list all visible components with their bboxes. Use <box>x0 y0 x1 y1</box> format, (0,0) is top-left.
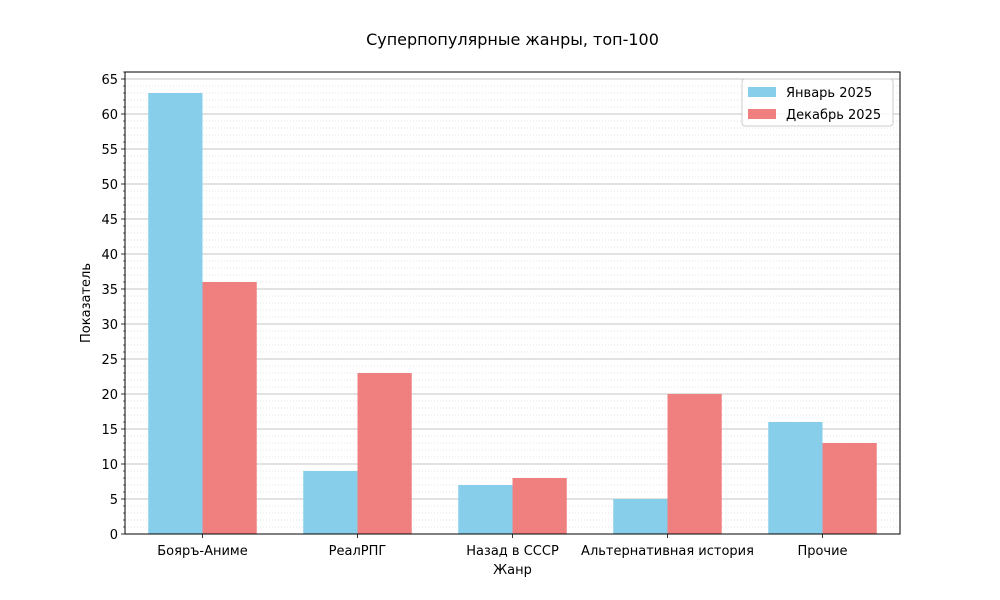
y-tick-label: 30 <box>101 318 118 333</box>
x-tick-label: Прочие <box>797 544 847 559</box>
bars <box>148 93 877 534</box>
axis-ticks: 0 5 10 15 20 25 30 35 40 45 50 55 60 65 Бояръ-Аниме Реа… <box>101 71 848 559</box>
y-tick-label: 40 <box>101 248 118 263</box>
legend: Январь 2025 Декабрь 2025 <box>741 78 894 127</box>
bar-december <box>357 373 412 534</box>
bar-january <box>613 499 668 534</box>
y-tick-label: 45 <box>101 213 118 228</box>
bar-december <box>667 394 722 534</box>
bar-january <box>458 485 513 534</box>
bar-december <box>512 478 567 534</box>
legend-label-january: Январь 2025 <box>786 86 872 101</box>
bar-december <box>822 443 877 534</box>
bar-january <box>303 471 358 534</box>
x-tick-label: РеалРПГ <box>329 544 387 559</box>
chart-title: Суперпопулярные жанры, топ-100 <box>366 30 659 49</box>
y-tick-label: 5 <box>110 493 118 508</box>
y-tick-label: 10 <box>101 458 118 473</box>
y-tick-label: 50 <box>101 178 118 193</box>
y-tick-label: 55 <box>101 143 118 158</box>
bar-january <box>148 93 203 534</box>
x-tick-label: Назад в СССР <box>466 544 559 559</box>
legend-label-december: Декабрь 2025 <box>786 108 881 123</box>
legend-box <box>741 78 894 127</box>
y-tick-label: 15 <box>101 423 118 438</box>
y-tick-label: 65 <box>101 73 118 88</box>
y-tick-label: 0 <box>110 528 118 543</box>
x-tick-label: Бояръ-Аниме <box>157 544 247 559</box>
y-tick-label: 25 <box>101 353 118 368</box>
x-tick-label: Альтернативная история <box>581 544 754 559</box>
bar-january <box>768 422 823 534</box>
y-tick-label: 60 <box>101 108 118 123</box>
bar-december <box>202 282 257 534</box>
y-tick-label: 35 <box>101 283 118 298</box>
legend-swatch-december <box>748 109 776 119</box>
x-axis-title: Жанр <box>493 563 532 578</box>
y-tick-label: 20 <box>101 388 118 403</box>
legend-swatch-january <box>748 87 776 97</box>
y-axis-title: Показатель <box>79 263 94 343</box>
